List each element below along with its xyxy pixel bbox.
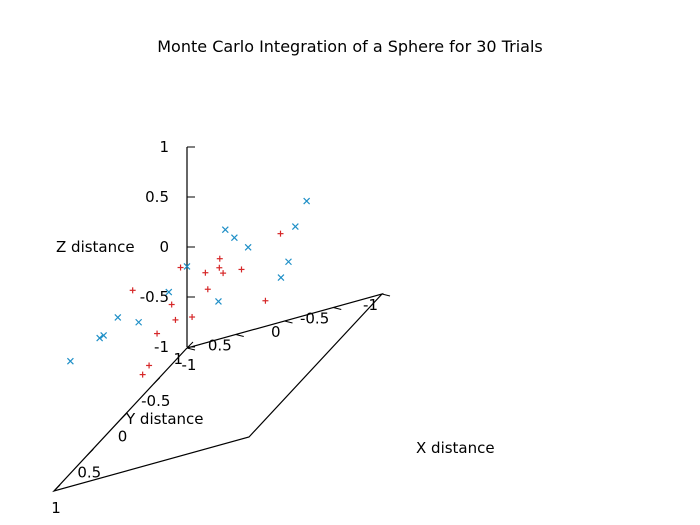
chart-title: Monte Carlo Integration of a Sphere for … [157, 37, 542, 56]
z-tick-label: -1 [154, 338, 169, 356]
y-tick-mark [235, 334, 244, 337]
z-tick-label: 1 [159, 138, 169, 156]
z-axis-label: Z distance [56, 238, 135, 256]
cross-marker [244, 243, 252, 251]
plus-marker [129, 287, 136, 294]
y-tick-mark [381, 293, 391, 297]
x-tick-mark [86, 448, 94, 456]
z-tick-label: 0.5 [145, 188, 169, 206]
marker-stroke [135, 318, 143, 326]
marker-stroke [66, 357, 74, 365]
cross-marker [66, 357, 74, 365]
x-tick-mark [153, 377, 161, 385]
cross-marker [221, 226, 229, 234]
marker-stroke [230, 234, 238, 242]
cross-marker [165, 288, 173, 296]
plus-marker [204, 286, 211, 293]
y-tick-mark [186, 347, 196, 351]
x-tick-label: 0.5 [77, 463, 101, 481]
x-tick-mark [120, 413, 127, 420]
x-tick-mark [186, 341, 194, 349]
cross-marker [183, 262, 191, 270]
cross-marker [291, 223, 299, 230]
x-tick-label: 1 [51, 499, 61, 517]
plus-marker [216, 255, 223, 262]
z-tick-label: -0.5 [140, 288, 169, 306]
cross-marker [100, 331, 108, 339]
marker-stroke [100, 331, 108, 339]
x-tick-label: -0.5 [141, 392, 170, 410]
x-tick-label: -1 [182, 356, 197, 374]
z-tick-label: 0 [159, 238, 169, 256]
cross-marker [215, 298, 222, 305]
cross-marker [303, 197, 311, 205]
marker-stroke [303, 197, 311, 205]
marker-stroke [291, 223, 299, 230]
marker-stroke [244, 243, 252, 251]
marker-stroke [221, 226, 229, 234]
cross-marker [135, 318, 143, 326]
cross-marker [230, 234, 238, 242]
x-tick-mark [53, 484, 61, 492]
marker-stroke [277, 274, 285, 282]
y-tick-label: 0 [271, 323, 281, 341]
marker-stroke [165, 288, 173, 296]
plus-marker [189, 314, 196, 321]
cross-marker [96, 334, 104, 342]
marker-stroke [96, 334, 104, 342]
plus-marker [238, 266, 245, 273]
plus-marker [277, 230, 284, 237]
axes-group [52, 147, 384, 493]
plus-marker [168, 301, 175, 308]
tick-labels-group: -1-0.500.51-1-0.500.51-1-0.500.51 [51, 138, 391, 517]
cross-marker [285, 258, 292, 266]
marker-stroke [183, 262, 191, 270]
cross-marker [114, 313, 122, 321]
plus-marker [139, 371, 146, 378]
y-tick-label: 1 [173, 350, 183, 368]
y-tick-label: -1 [363, 296, 378, 314]
plus-marker [154, 330, 161, 337]
plus-marker [172, 316, 179, 323]
plus-marker [202, 269, 209, 276]
marker-stroke [114, 313, 122, 321]
y-tick-label: 0.5 [208, 337, 232, 355]
marker-stroke [285, 258, 292, 266]
y-tick-label: -0.5 [300, 310, 329, 328]
plus-marker [220, 270, 227, 277]
data-points-group [66, 197, 311, 378]
x-tick-label: 0 [118, 428, 128, 446]
y-tick-mark [333, 307, 342, 310]
marker-stroke [215, 298, 222, 305]
y-axis-label: Y distance [125, 410, 204, 428]
plus-marker [177, 264, 184, 271]
base-plane [52, 292, 384, 493]
y-tick-mark [284, 320, 293, 324]
plus-marker [146, 362, 153, 369]
cross-marker [277, 274, 285, 282]
plus-marker [262, 297, 269, 304]
x-axis-label: X distance [416, 439, 495, 457]
plus-marker [216, 264, 223, 271]
